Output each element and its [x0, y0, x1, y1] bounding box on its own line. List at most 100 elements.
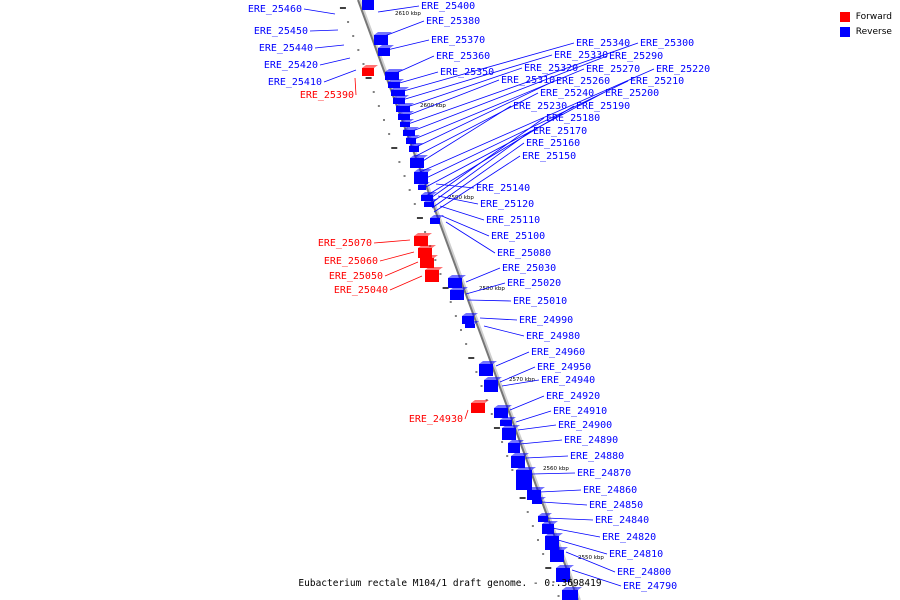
reverse-gene-label: ERE_25300 — [640, 38, 694, 49]
reverse-gene-label-leader — [425, 105, 575, 197]
reverse-gene-label-leader — [509, 395, 545, 411]
reverse-gene-block-top — [430, 215, 444, 218]
reverse-gene-block-top — [385, 69, 403, 72]
kbp-tick-label: 2580 kbp — [479, 286, 505, 292]
reverse-gene-label-leader — [495, 351, 530, 367]
reverse-gene-block-body — [542, 524, 554, 534]
reverse-gene-label: ERE_25020 — [507, 278, 561, 289]
reverse-swatch — [839, 26, 850, 37]
reverse-gene-label: ERE_25420 — [264, 60, 318, 71]
reverse-gene-label: ERE_25350 — [440, 67, 494, 78]
reverse-gene-block-top — [500, 417, 516, 420]
reverse-gene-block — [502, 425, 520, 440]
reverse-gene-block — [542, 521, 558, 534]
reverse-gene-block — [479, 361, 497, 376]
reverse-gene-label: ERE_24990 — [519, 315, 573, 326]
forward-gene-block-body — [425, 270, 439, 282]
reverse-gene-block-body — [516, 470, 532, 490]
reverse-gene-label: ERE_25260 — [556, 76, 610, 87]
reverse-gene-block-body — [396, 106, 410, 112]
reverse-gene-label-leader — [427, 117, 545, 201]
forward-gene-block-body — [362, 68, 374, 76]
reverse-gene-label: ERE_24820 — [602, 532, 656, 543]
legend-item-forward: Forward — [839, 9, 892, 24]
reverse-gene-block-body — [421, 195, 433, 201]
reverse-gene-label-leader — [409, 55, 608, 133]
reverse-gene-block-body — [374, 35, 388, 45]
reverse-gene-block — [374, 32, 392, 45]
reverse-gene-block-top — [393, 95, 409, 98]
forward-gene-block-body — [418, 248, 432, 258]
reverse-gene-label-leader — [309, 29, 339, 32]
reverse-gene-block-body — [494, 408, 508, 418]
reverse-gene-label: ERE_25450 — [254, 26, 308, 37]
reverse-gene-block-top — [400, 119, 414, 122]
reverse-gene-block-body — [532, 500, 542, 504]
genome-caption: Eubacterium rectale M104/1 draft genome.… — [298, 578, 602, 589]
reverse-gene-block-body — [562, 590, 578, 600]
legend: Forward Reverse — [839, 9, 892, 39]
reverse-gene-label: ERE_24890 — [564, 435, 618, 446]
reverse-gene-block-body — [479, 364, 493, 376]
reverse-gene-block-top — [391, 87, 409, 90]
legend-label-reverse: Reverse — [855, 26, 892, 37]
reverse-gene-block — [538, 513, 552, 522]
reverse-gene-block-body — [556, 568, 570, 582]
reverse-gene-block-body — [406, 138, 416, 144]
reverse-gene-label: ERE_24920 — [546, 391, 600, 402]
reverse-gene-block-top — [538, 513, 552, 516]
reverse-gene-block — [406, 135, 420, 144]
reverse-gene-block — [494, 405, 512, 418]
reverse-gene-block-top — [494, 405, 512, 408]
reverse-gene-block — [448, 275, 466, 288]
legend-item-reverse: Reverse — [839, 24, 892, 39]
reverse-gene-label: ERE_25460 — [248, 4, 302, 15]
reverse-gene-block — [562, 587, 582, 600]
reverse-gene-block — [396, 103, 414, 112]
forward-gene-label-leader — [354, 77, 357, 96]
reverse-gene-label: ERE_24850 — [589, 500, 643, 511]
reverse-gene-block-body — [400, 122, 410, 127]
reverse-gene-block-top — [550, 547, 568, 550]
reverse-gene-label-leader — [483, 325, 525, 337]
reverse-gene-label-leader — [467, 299, 512, 302]
reverse-gene-block-top — [418, 182, 430, 185]
reverse-gene-label: ERE_24840 — [595, 515, 649, 526]
reverse-gene-block — [393, 95, 409, 104]
reverse-gene-block — [388, 79, 404, 88]
reverse-gene-block — [398, 111, 414, 120]
reverse-gene-block-top — [556, 565, 574, 568]
reverse-gene-block-body — [545, 536, 559, 550]
reverse-gene-label-leader — [515, 410, 552, 423]
reverse-gene-label-leader — [465, 282, 506, 295]
forward-gene-block-body — [414, 236, 428, 246]
forward-gene-block-top — [362, 65, 378, 68]
reverse-gene-block-top — [562, 587, 582, 590]
reverse-gene-label-leader — [539, 489, 582, 493]
reverse-gene-label-leader — [421, 80, 629, 181]
reverse-gene-label-leader — [429, 130, 532, 205]
reverse-gene-label-leader — [501, 379, 540, 387]
reverse-gene-label-leader — [551, 527, 601, 538]
reverse-gene-block-body — [508, 443, 520, 453]
reverse-gene-label-leader — [423, 92, 604, 189]
reverse-gene-label-leader — [393, 55, 435, 75]
reverse-gene-block-top — [421, 192, 437, 195]
reverse-gene-block-body — [550, 550, 564, 562]
reverse-gene-block-top — [484, 377, 502, 380]
forward-gene-label: ERE_25070 — [318, 238, 372, 249]
reverse-gene-label: ERE_25160 — [526, 138, 580, 149]
reverse-gene-label-leader — [405, 79, 500, 117]
reverse-gene-block-top — [424, 199, 438, 202]
reverse-gene-block-top — [388, 79, 404, 82]
reverse-gene-label-leader — [419, 68, 655, 173]
reverse-gene-label-leader — [323, 69, 357, 83]
reverse-gene-label: ERE_24800 — [617, 567, 671, 578]
reverse-gene-label-leader — [403, 67, 523, 109]
forward-gene-label-leader — [389, 275, 423, 291]
reverse-gene-block-body — [430, 218, 440, 224]
reverse-gene-label: ERE_25370 — [431, 35, 485, 46]
reverse-gene-label: ERE_25360 — [436, 51, 490, 62]
reverse-gene-block — [516, 467, 536, 490]
